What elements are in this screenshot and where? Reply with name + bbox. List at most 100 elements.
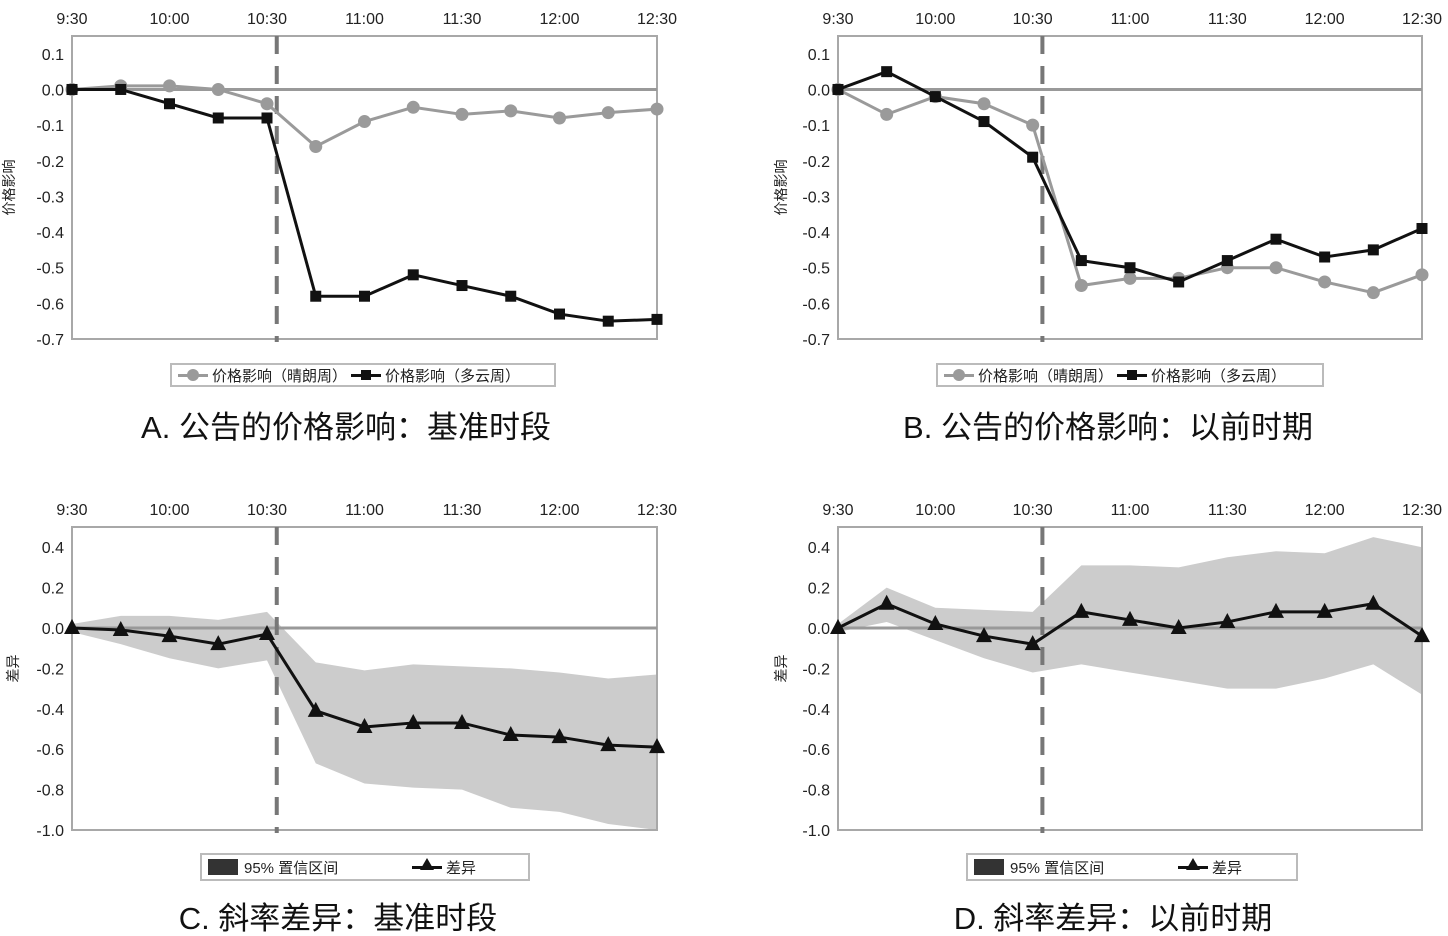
difference-series-point: [1122, 610, 1138, 626]
y-tick-label: -0.2: [802, 661, 830, 678]
legend-c: 95% 置信区间 差异: [200, 853, 530, 881]
y-tick-label: 0.4: [42, 540, 64, 557]
cloudy-series-point: [832, 83, 844, 95]
difference-series-point: [1073, 602, 1090, 618]
y-tick-label: -0.5: [36, 261, 64, 278]
sunny-series-point: [309, 140, 323, 154]
legend-d: 95% 置信区间 差异: [966, 853, 1298, 881]
cloudy-series-point: [1027, 151, 1039, 163]
x-tick-label: 11:00: [1111, 11, 1150, 28]
chart-panel-a: 9:30 10:00 10:30 11:00 11:30 12:00 12:30 0.1 0.0…: [2, 11, 677, 349]
legend-item-cloudy: 价格影响（多云周）: [1117, 365, 1286, 386]
difference-series-point: [1268, 602, 1284, 618]
difference-series-point: [307, 701, 324, 717]
sunny-series-point: [260, 97, 274, 111]
difference-series-point: [1170, 619, 1187, 634]
difference-series-point: [1219, 612, 1236, 628]
x-tick-label: 9:30: [56, 11, 87, 28]
cloudy-series-point: [1124, 262, 1136, 274]
cloudy-series-point: [602, 315, 614, 327]
cloudy-series-point: [881, 66, 893, 78]
legend-item-ci: 95% 置信区间: [974, 857, 1174, 878]
chart-title-a: A. 公告的价格影响：基准时段: [141, 410, 551, 445]
x-tick-label: 12:00: [539, 502, 579, 519]
x-tick-label: 10:00: [149, 502, 189, 519]
square-marker-icon: [361, 369, 372, 380]
x-tick-label: 9:30: [822, 11, 853, 28]
y-tick-label: -0.4: [36, 702, 64, 719]
sunny-series-point: [977, 97, 991, 111]
chart-title-c: C. 斜率差异：基准时段: [178, 901, 498, 936]
y-tick-label: 0.0: [42, 82, 64, 99]
sunny-series-point: [1269, 261, 1283, 275]
sunny-series-point: [455, 107, 469, 121]
y-tick-label: -0.6: [36, 296, 64, 313]
legend-label: 价格影响（晴朗周）: [978, 367, 1114, 385]
legend-item-sunny: 价格影响（晴朗周）: [944, 365, 1113, 386]
cloudy-series-point: [651, 313, 663, 325]
plot-frame: [837, 35, 1423, 340]
sunny-series-line: [837, 88, 1423, 295]
cloudy-series-point: [212, 112, 224, 124]
x-tick-label: 12:30: [637, 502, 677, 519]
difference-series-point: [405, 713, 422, 729]
x-tick-label: 11:00: [345, 502, 384, 519]
cloudy-series-point: [310, 290, 322, 302]
legend-label: 价格影响（多云周）: [385, 367, 521, 385]
sunny-series-point: [358, 115, 371, 129]
legend-item-diff: 差异: [1178, 857, 1242, 878]
cloudy-series-point: [115, 83, 127, 95]
sunny-series-point: [211, 82, 225, 96]
plot-frame: [71, 35, 658, 340]
y-tick-label: -0.1: [802, 118, 830, 135]
circle-marker-icon: [953, 368, 965, 381]
y-tick-label: 0.0: [808, 82, 830, 99]
difference-series-point: [878, 594, 895, 610]
y-tick-label: -0.4: [36, 225, 64, 242]
difference-series-point: [830, 619, 846, 634]
cloudy-series-point: [407, 269, 419, 281]
x-tick-label: 12:30: [1402, 11, 1442, 28]
chart-title-d: D. 斜率差异：以前时期: [953, 901, 1273, 936]
chart-title-b: B. 公告的价格影响：以前时期: [903, 410, 1313, 445]
difference-series-point: [1365, 594, 1382, 610]
x-tick-label: 10:30: [1013, 11, 1053, 28]
difference-series-point: [927, 614, 944, 630]
difference-series-point: [112, 621, 129, 637]
cloudy-series-point: [554, 308, 565, 320]
cloudy-series-point: [456, 280, 468, 292]
cloudy-series-point: [1221, 255, 1233, 267]
x-tick-label: 11:30: [1208, 502, 1247, 519]
y-tick-label: -0.3: [36, 189, 64, 206]
chart-panel-b: 9:30 10:00 10:30 11:00 11:30 12:00 12:30 0.1 0.0…: [774, 11, 1442, 349]
triangle-marker-icon: [1186, 857, 1200, 870]
legend-item-ci: 95% 置信区间: [208, 857, 408, 878]
difference-series-point: [64, 619, 80, 634]
chart-panel-d: 9:30 10:00 10:30 11:00 11:30 12:00 12:30 0.4 0.2…: [774, 502, 1442, 840]
triangle-marker-icon: [420, 857, 434, 870]
legend-item-diff: 差异: [412, 857, 476, 878]
plot-frame: [837, 526, 1423, 831]
difference-series-point: [1414, 627, 1430, 643]
y-tick-label: -0.7: [36, 332, 64, 349]
x-tick-label: 11:00: [345, 11, 384, 28]
cloudy-series-point: [1270, 233, 1282, 245]
cloudy-series-point: [1075, 255, 1087, 267]
sunny-series-point: [553, 111, 566, 125]
y-tick-label: -0.5: [802, 261, 830, 278]
y-tick-label: -0.6: [36, 742, 64, 759]
ci-swatch-icon: [208, 859, 238, 875]
y-tick-label: -0.7: [802, 332, 830, 349]
x-tick-label: 10:00: [149, 11, 189, 28]
y-axis-label: 价格影响: [774, 160, 790, 216]
legend-label: 价格影响（多云周）: [1151, 367, 1287, 385]
x-tick-label: 10:00: [915, 11, 955, 28]
legend-label: 价格影响（晴朗周）: [212, 367, 348, 385]
cloudy-series-point: [978, 116, 990, 128]
sunny-series-point: [1123, 271, 1137, 285]
x-tick-label: 10:30: [1013, 502, 1053, 519]
x-tick-label: 12:00: [539, 11, 579, 28]
sunny-series-point: [1026, 118, 1040, 132]
difference-series-point: [356, 717, 373, 733]
